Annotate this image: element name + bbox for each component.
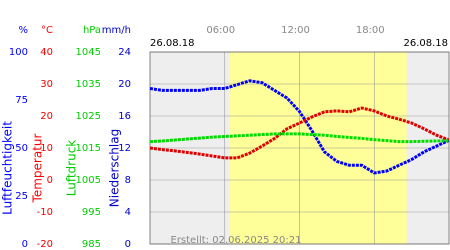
date-right: 26.08.18 — [403, 38, 448, 49]
y-tick-label: -10 — [37, 207, 53, 218]
y-tick-label: 1035 — [76, 79, 101, 90]
y-tick-label: 0 — [22, 239, 28, 250]
axis-title: Niederschlag — [108, 129, 122, 207]
y-tick-label: 995 — [82, 207, 101, 218]
y-tick-label: 20 — [118, 79, 131, 90]
y-tick-label: 8 — [125, 175, 131, 186]
y-tick-label: 50 — [15, 143, 28, 154]
series-line — [149, 79, 450, 175]
x-tick-label: 18:00 — [356, 25, 385, 36]
y-tick-label: 12 — [118, 143, 131, 154]
y-tick-label: 4 — [125, 207, 131, 218]
series-line — [149, 106, 450, 160]
x-tick-label: 06:00 — [206, 25, 235, 36]
y-tick-label: 1015 — [76, 143, 101, 154]
y-tick-label: 75 — [15, 95, 28, 106]
axis-unit: °C — [41, 25, 53, 36]
axis-title: Temperatur — [31, 133, 45, 203]
axis-title: Luftfeuchtigkeit — [1, 121, 15, 215]
series-line — [149, 132, 450, 144]
axis-unit: % — [18, 25, 28, 36]
axis-unit: mm/h — [102, 25, 131, 36]
y-tick-label: 40 — [40, 47, 53, 58]
y-tick-label: 10 — [40, 143, 53, 154]
axis-title: Luftdruck — [65, 140, 79, 197]
axis-unit: hPa — [83, 25, 101, 36]
y-tick-label: 30 — [40, 79, 53, 90]
y-tick-label: 100 — [9, 47, 28, 58]
date-left: 26.08.18 — [150, 38, 195, 49]
y-tick-label: 1025 — [76, 111, 101, 122]
y-tick-label: 20 — [40, 111, 53, 122]
y-tick-label: 0 — [47, 175, 53, 186]
y-tick-label: 24 — [118, 47, 131, 58]
x-tick-label: 12:00 — [281, 25, 310, 36]
y-tick-label: 16 — [118, 111, 131, 122]
footer: Erstellt: 02.06.2025 20:21 — [171, 235, 302, 246]
y-tick-label: 0 — [125, 239, 131, 250]
y-tick-label: 1005 — [76, 175, 101, 186]
y-tick-label: 25 — [15, 191, 28, 202]
y-tick-label: -20 — [37, 239, 53, 250]
y-tick-label: 1045 — [76, 47, 101, 58]
y-tick-label: 985 — [82, 239, 101, 250]
